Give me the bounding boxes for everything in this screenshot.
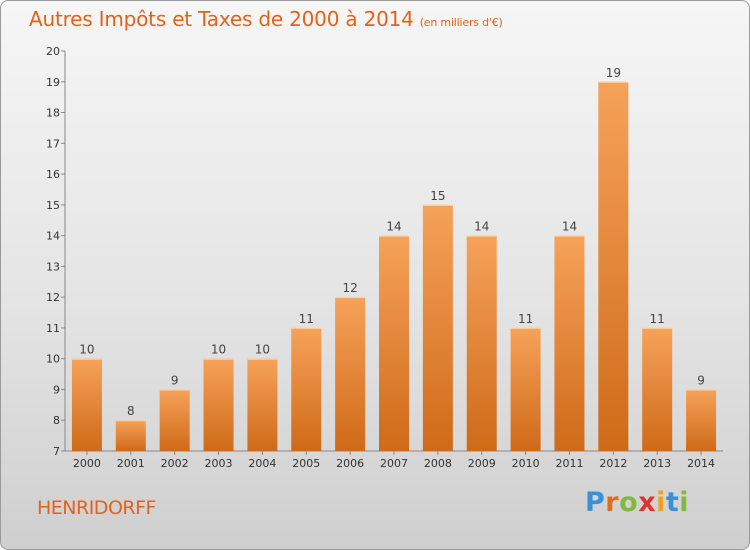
y-tick-label: 13 (46, 260, 60, 273)
logo-letter: i (656, 487, 666, 518)
y-tick-label: 8 (53, 414, 60, 427)
bar-value-label: 19 (606, 66, 621, 80)
bar-value-label: 10 (79, 343, 94, 357)
y-tick-label: 19 (46, 76, 60, 89)
bar (422, 204, 453, 451)
x-tick-label: 2008 (424, 457, 452, 470)
bar-value-label: 9 (171, 373, 179, 387)
bar (466, 235, 497, 451)
bar-value-label: 15 (430, 189, 445, 203)
y-tick-label: 12 (46, 291, 60, 304)
chart-title: Autres Impôts et Taxes de 2000 à 2014 (en… (29, 7, 503, 31)
x-tick-label: 2012 (599, 457, 627, 470)
x-tick-label: 2013 (643, 457, 671, 470)
y-tick-label: 17 (46, 137, 60, 150)
bar (510, 327, 541, 451)
logo-letter: i (679, 487, 690, 518)
logo-letter: x (638, 487, 657, 518)
logo-letter: t (665, 487, 680, 518)
bar (115, 420, 146, 451)
bar-value-label: 10 (255, 343, 270, 357)
x-tick-label: 2005 (292, 457, 320, 470)
bar (598, 81, 629, 452)
x-tick-label: 2007 (380, 457, 408, 470)
y-tick-label: 15 (46, 199, 60, 212)
y-tick-label: 16 (46, 168, 60, 181)
bar-value-label: 14 (474, 220, 489, 234)
bar-value-label: 10 (211, 343, 226, 357)
bar (554, 235, 585, 451)
bar-value-label: 14 (562, 220, 577, 234)
bar (335, 297, 366, 451)
bar (71, 358, 102, 451)
y-tick-label: 10 (46, 353, 60, 366)
bar (159, 389, 190, 451)
x-tick-label: 2014 (687, 457, 715, 470)
chart-subtitle: (en milliers d'€) (419, 16, 503, 29)
x-tick-label: 2004 (248, 457, 276, 470)
y-tick-label: 20 (46, 45, 60, 58)
bar-value-label: 11 (518, 312, 533, 326)
bar (379, 235, 409, 451)
bar-value-label: 14 (386, 220, 401, 234)
x-tick-label: 2003 (205, 457, 233, 470)
location-label: HENRIDORFF (37, 497, 156, 519)
bar (203, 358, 234, 451)
bar-value-label: 12 (342, 281, 357, 295)
x-tick-label: 2010 (512, 457, 540, 470)
bar-value-label: 8 (127, 404, 135, 418)
title-text: Autres Impôts et Taxes de 2000 à 2014 (29, 7, 414, 31)
x-tick-label: 2001 (117, 457, 145, 470)
logo-letter: P (585, 487, 606, 518)
y-tick-label: 9 (53, 383, 60, 396)
proxiti-logo: Proxiti (585, 487, 689, 518)
x-tick-label: 2000 (73, 457, 101, 470)
bar-value-label: 11 (299, 312, 314, 326)
y-tick-label: 7 (53, 445, 60, 458)
x-tick-label: 2006 (336, 457, 364, 470)
y-tick-label: 18 (46, 107, 60, 120)
bar (247, 358, 278, 451)
x-tick-label: 2011 (555, 457, 583, 470)
bar (686, 389, 717, 451)
bar (291, 327, 322, 451)
x-tick-label: 2009 (468, 457, 496, 470)
logo-letter: o (619, 487, 639, 518)
logo-letter: r (605, 487, 620, 518)
bar-value-label: 11 (650, 312, 665, 326)
bar (642, 327, 673, 451)
x-tick-label: 2002 (161, 457, 189, 470)
y-tick-label: 11 (46, 322, 60, 335)
bar-value-label: 9 (697, 373, 705, 387)
y-tick-label: 14 (46, 230, 60, 243)
